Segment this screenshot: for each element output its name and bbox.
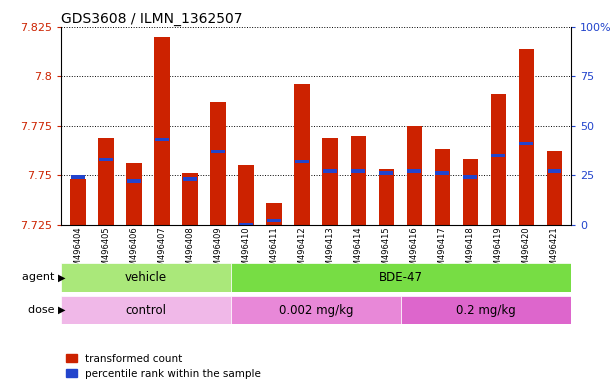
- Bar: [183, 177, 197, 181]
- Bar: [99, 157, 113, 161]
- Bar: [98, 137, 114, 225]
- Bar: [155, 138, 169, 141]
- Bar: [406, 126, 422, 225]
- Bar: [155, 37, 170, 225]
- Text: ▶: ▶: [58, 305, 65, 315]
- Bar: [126, 163, 142, 225]
- Bar: [127, 179, 141, 183]
- Bar: [547, 151, 562, 225]
- Text: 0.002 mg/kg: 0.002 mg/kg: [279, 304, 353, 316]
- Bar: [379, 169, 394, 225]
- Bar: [238, 166, 254, 225]
- Bar: [70, 179, 86, 225]
- Text: vehicle: vehicle: [125, 271, 167, 284]
- Text: BDE-47: BDE-47: [379, 271, 423, 284]
- Bar: [231, 263, 571, 292]
- Text: control: control: [126, 304, 167, 316]
- Bar: [61, 263, 231, 292]
- Bar: [266, 203, 282, 225]
- Text: agent: agent: [22, 272, 58, 283]
- Text: 0.2 mg/kg: 0.2 mg/kg: [456, 304, 516, 316]
- Bar: [379, 171, 393, 175]
- Bar: [239, 223, 253, 227]
- Text: dose: dose: [28, 305, 58, 315]
- Bar: [351, 169, 365, 173]
- Bar: [323, 169, 337, 173]
- Bar: [71, 175, 85, 179]
- Bar: [436, 171, 449, 175]
- Bar: [267, 219, 281, 222]
- Bar: [351, 136, 366, 225]
- Bar: [61, 296, 231, 324]
- Bar: [519, 142, 533, 145]
- Bar: [210, 102, 226, 225]
- Text: ▶: ▶: [58, 272, 65, 283]
- Bar: [295, 160, 309, 163]
- Bar: [401, 296, 571, 324]
- Bar: [231, 296, 401, 324]
- Bar: [434, 149, 450, 225]
- Bar: [182, 173, 198, 225]
- Bar: [491, 94, 506, 225]
- Legend: transformed count, percentile rank within the sample: transformed count, percentile rank withi…: [67, 354, 261, 379]
- Bar: [408, 169, 421, 173]
- Bar: [463, 159, 478, 225]
- Bar: [323, 137, 338, 225]
- Bar: [519, 49, 534, 225]
- Text: GDS3608 / ILMN_1362507: GDS3608 / ILMN_1362507: [61, 12, 243, 26]
- Bar: [295, 84, 310, 225]
- Bar: [463, 175, 477, 179]
- Bar: [547, 169, 562, 173]
- Bar: [211, 150, 225, 153]
- Bar: [491, 154, 505, 157]
